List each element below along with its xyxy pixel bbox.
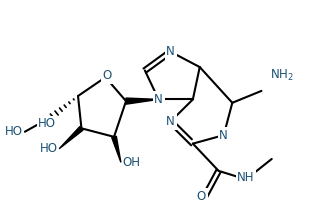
Text: HO: HO <box>38 117 56 130</box>
Text: O: O <box>103 69 112 82</box>
Text: NH: NH <box>237 171 255 184</box>
Text: HO: HO <box>39 142 58 155</box>
Text: N: N <box>154 93 163 106</box>
Polygon shape <box>59 127 83 149</box>
Polygon shape <box>112 136 121 162</box>
Text: HO: HO <box>5 125 23 138</box>
Text: N: N <box>166 45 175 58</box>
Text: N: N <box>219 129 228 142</box>
Text: N: N <box>166 115 175 128</box>
Text: O: O <box>197 190 206 203</box>
Polygon shape <box>126 98 159 104</box>
Text: OH: OH <box>123 156 140 169</box>
Text: NH$_2$: NH$_2$ <box>270 68 294 83</box>
